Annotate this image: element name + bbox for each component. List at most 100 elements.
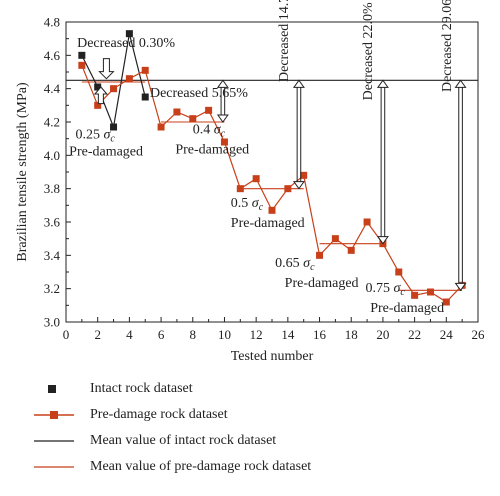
annotations-layer: Decreased 0.30% Decreased 5.65% Decreased …: [69, 0, 467, 316]
label-predamaged-04: Pre-damaged: [175, 143, 249, 158]
x-tick-label: 2: [94, 327, 101, 342]
annotation-decreased-4: Decreased 29.062%: [440, 0, 455, 92]
arrow-head-up: [292, 79, 305, 88]
data-point-predamage: [236, 185, 244, 193]
arrow-head-up: [216, 79, 229, 88]
label-sigma-075: 0.75 σc: [365, 281, 405, 298]
data-point-predamage: [442, 298, 450, 306]
label-predamaged-05: Pre-damaged: [231, 216, 305, 231]
data-point-predamage: [284, 185, 292, 193]
arrow-double-1: [216, 79, 229, 123]
arrow-head-down: [454, 282, 467, 292]
chart: 0 2 4 6 8 10 12 14 16 18 20 22 24 263.03.23.43.63.84.…: [15, 0, 485, 360]
legend-item-predamage-mean: Mean value of pre-damage rock dataset: [28, 454, 488, 480]
legend-label: Pre-damage rock dataset: [90, 407, 228, 422]
data-point-predamage: [205, 106, 213, 114]
x-tick-label: 6: [158, 327, 165, 342]
arrow-double-2: [292, 79, 305, 190]
legend-item-intact: Intact rock dataset: [28, 376, 488, 402]
data-point-predamage: [78, 61, 86, 69]
x-tick-label: 4: [126, 327, 133, 342]
arrow-double-4: [454, 79, 467, 292]
data-point-predamage: [252, 175, 260, 183]
y-tick-label: 3.2: [44, 281, 60, 296]
data-point-predamage: [94, 101, 102, 109]
y-tick-label: 4.8: [44, 15, 60, 30]
annotation-decreased-1: Decreased 5.65%: [150, 86, 248, 101]
y-tick-label: 3.8: [44, 181, 60, 196]
y-tick-label: 4.2: [44, 115, 60, 130]
arrow-head-up: [376, 79, 389, 88]
data-point-predamage: [331, 235, 339, 243]
x-tick-label: 8: [190, 327, 197, 342]
series-line-predamage: [81, 65, 463, 303]
x-tick-label: 10: [218, 327, 231, 342]
legend-marker-predamage: [34, 411, 74, 419]
data-point-predamage: [125, 75, 133, 83]
arrow-head-up: [454, 79, 467, 88]
annotation-decreased-3: Decreased 22.0%: [361, 2, 376, 100]
legend-label: Mean value of pre-damage rock dataset: [90, 459, 312, 474]
x-tick-label: 22: [408, 327, 421, 342]
mean-lines-layer: [66, 79, 478, 291]
arrow-double-3: [376, 79, 389, 245]
data-point-predamage: [268, 206, 276, 214]
x-tick-label: 24: [440, 327, 454, 342]
label-sigma-025: 0.25 σc: [76, 128, 116, 145]
legend-line-predamage-mean: [34, 466, 74, 468]
legend: Intact rock dataset Pre-damage rock data…: [28, 376, 488, 480]
x-tick-label: 12: [250, 327, 263, 342]
x-axis-label: Tested number: [231, 349, 314, 360]
data-point-predamage: [157, 123, 165, 131]
y-axis-label: Brazilian tensile strength (MPa): [15, 82, 30, 262]
annotation-decreased-0: Decreased 0.30%: [77, 36, 175, 51]
legend-item-predamage: Pre-damage rock dataset: [28, 402, 488, 428]
annotation-decreased-2: Decreased 14.75%: [277, 0, 292, 82]
data-point-predamage: [411, 291, 419, 299]
arrow-head-down: [216, 114, 229, 123]
data-point-intact: [94, 83, 102, 91]
y-tick-label: 3.4: [44, 248, 61, 263]
data-point-predamage: [220, 138, 228, 146]
label-predamaged-075: Pre-damaged: [370, 301, 444, 316]
data-point-intact: [125, 30, 133, 38]
arrow-head-down: [376, 236, 389, 245]
x-tick-label: 18: [345, 327, 358, 342]
legend-marker-intact: [48, 385, 56, 393]
x-tick-label: 0: [63, 327, 70, 342]
label-sigma-04: 0.4 σc: [193, 123, 226, 140]
data-point-predamage: [110, 85, 118, 93]
data-point-intact: [141, 93, 149, 101]
y-tick-label: 4.6: [44, 48, 61, 63]
plot-frame: [65, 21, 479, 323]
label-predamaged-025: Pre-damaged: [69, 144, 143, 159]
y-tick-label: 3.6: [44, 215, 61, 230]
arrow-hollow-down: [98, 58, 115, 80]
legend-line-intact-mean: [34, 440, 74, 442]
series-layer: [78, 30, 466, 306]
data-point-predamage: [189, 115, 197, 123]
x-tick-label: 16: [313, 327, 327, 342]
arrow-hollow-up: [93, 86, 108, 105]
data-point-predamage: [300, 171, 308, 179]
label-predamaged-065: Pre-damaged: [285, 276, 359, 291]
y-tick-label: 4.4: [44, 81, 61, 96]
legend-item-intact-mean: Mean value of intact rock dataset: [28, 428, 488, 454]
x-tick-label: 14: [281, 327, 295, 342]
data-point-intact: [78, 51, 86, 59]
y-tick-label: 3.0: [44, 315, 60, 330]
data-point-predamage: [395, 268, 403, 276]
data-point-predamage: [347, 246, 355, 254]
axes-layer: 0 2 4 6 8 10 12 14 16 18 20 22 24 263.03.23.43.63.84.…: [44, 15, 485, 343]
legend-label: Mean value of intact rock dataset: [90, 433, 277, 448]
y-tick-label: 4.0: [44, 148, 60, 163]
x-tick-label: 20: [376, 327, 389, 342]
label-sigma-065: 0.65 σc: [275, 256, 315, 273]
data-point-predamage: [173, 108, 181, 116]
data-point-predamage: [141, 66, 149, 74]
arrow-head-down: [292, 181, 305, 190]
data-point-predamage: [316, 251, 324, 259]
legend-label: Intact rock dataset: [90, 381, 193, 396]
data-point-predamage: [363, 218, 371, 226]
x-tick-label: 26: [472, 327, 486, 342]
